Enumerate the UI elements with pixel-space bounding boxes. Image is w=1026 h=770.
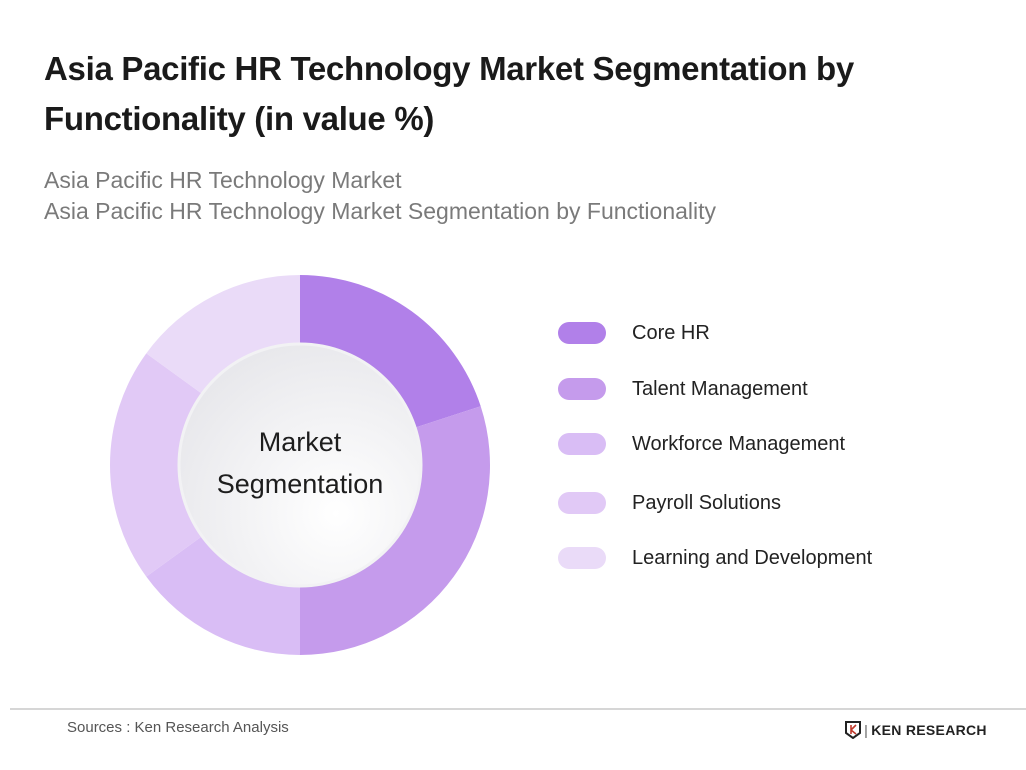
subtitle-segmentation: Asia Pacific HR Technology Market Segmen… [44,198,717,224]
center-label-line2: Segmentation [216,469,384,499]
legend-swatch [558,492,606,514]
center-label-line1: Market [258,427,342,457]
legend-label: Core HR [632,321,710,344]
subtitle-market: Asia Pacific HR Technology Market [44,167,402,193]
slice-learning-and-development [146,275,300,398]
ken-logo-icon [845,721,861,739]
logo-text: KEN RESEARCH [871,722,987,738]
legend-label: Talent Management [632,377,808,400]
legend-label: Workforce Management [632,432,846,455]
slice-core-hr [300,275,481,430]
donut-center [177,342,423,588]
legend-item: Talent Management [558,376,808,402]
legend-swatch [558,433,606,455]
legend-item: Payroll Solutions [558,490,781,516]
footer-divider [10,708,1026,710]
slice-workforce-management [146,532,300,655]
legend-label: Learning and Development [632,546,873,569]
legend-swatch [558,378,606,400]
source-note: Sources : Ken Research Analysis [67,719,289,736]
ken-research-logo: | KEN RESEARCH [845,721,987,739]
legend-item: Learning and Development [558,545,872,571]
legend-swatch [558,547,606,569]
slice-payroll-solutions [109,353,207,577]
legend-item: Workforce Management [558,431,845,457]
chart-title: Asia Pacific HR Technology Market Segmen… [44,50,854,137]
legend-item: Core HR [558,320,710,346]
legend-label: Payroll Solutions [632,491,781,514]
legend-swatch [558,322,606,344]
